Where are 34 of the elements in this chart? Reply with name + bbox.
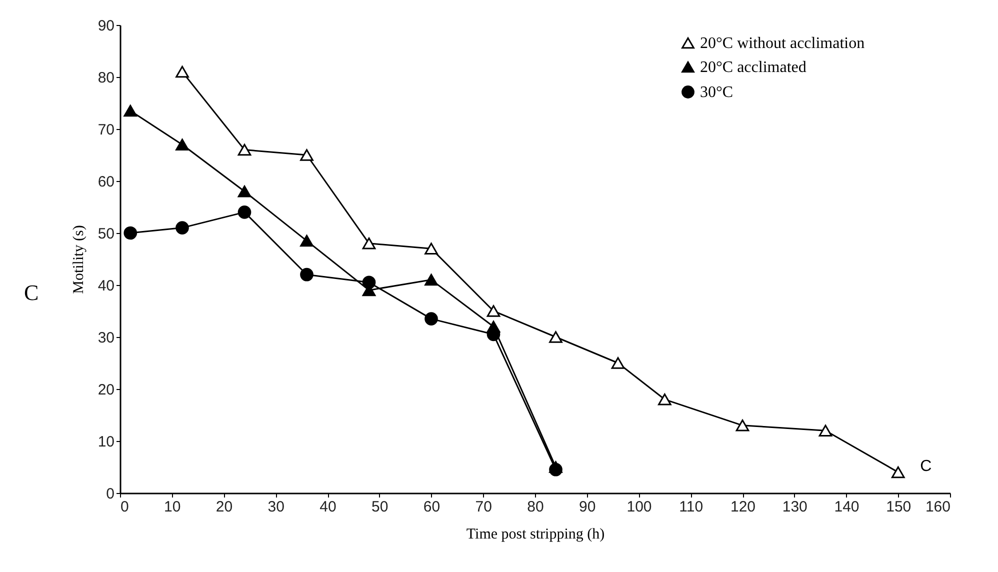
y-tick-label: 20: [98, 382, 114, 398]
x-tick-label: 50: [372, 498, 388, 516]
annotation: C: [920, 458, 932, 476]
x-tick-label: 150: [886, 498, 912, 516]
y-tick-label: 90: [98, 18, 114, 34]
text: C: [24, 280, 39, 306]
x-tick-label: 30: [268, 498, 284, 516]
x-tick-label: 20: [216, 498, 233, 516]
x-tick-label: 40: [320, 498, 336, 516]
x-tick-label: 100: [626, 498, 652, 516]
y-tick-label: 50: [98, 226, 114, 242]
y-tick-label: 30: [98, 330, 114, 346]
x-tick-label: 110: [679, 498, 704, 516]
x-tick-label: 60: [423, 498, 440, 516]
x-tick-label: 120: [730, 498, 756, 516]
y-tick-label: 80: [98, 70, 114, 86]
x-tick-label: 80: [527, 498, 544, 516]
y-tick-label: 0: [106, 486, 114, 502]
x-tick-label: 90: [579, 498, 596, 516]
legend-label: 20°C without acclimation: [700, 35, 865, 52]
y-tick-label: 10: [98, 434, 114, 450]
x-tick-label: 70: [475, 498, 492, 516]
x-tick-label: 10: [164, 498, 181, 516]
y-tick-label: 70: [98, 122, 114, 138]
x-tick-label: 140: [834, 498, 860, 516]
y-tick-label: 60: [98, 174, 114, 190]
y-tick-label: 40: [98, 278, 114, 294]
y-axis-title: Motility (s): [70, 225, 87, 294]
x-tick-label: 160: [925, 498, 950, 516]
x-tick-label: 130: [782, 498, 808, 516]
x-tick-label: 0: [120, 498, 129, 516]
legend-label: 30°C: [700, 84, 734, 101]
x-axis-title: Time post stripping (h): [466, 526, 605, 542]
legend-label: 20°C acclimated: [700, 59, 806, 76]
